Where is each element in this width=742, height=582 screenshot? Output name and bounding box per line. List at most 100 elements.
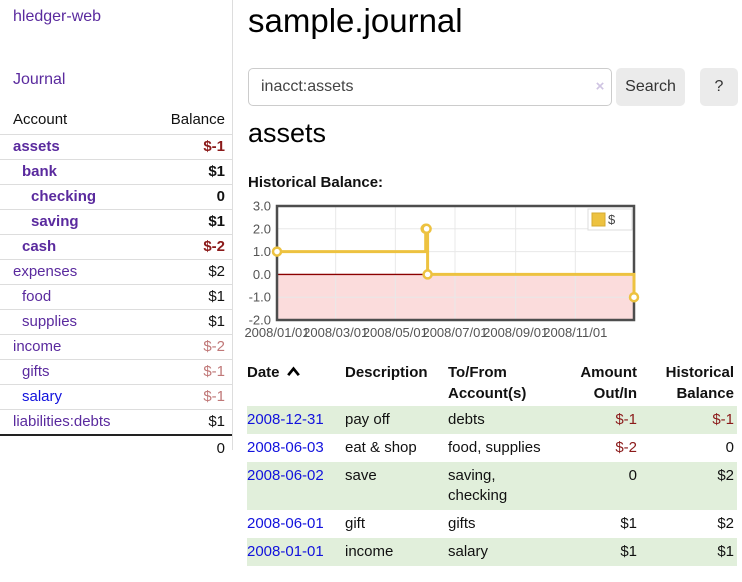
transaction-amount: $-2 <box>615 439 637 456</box>
sidebar-account-food[interactable]: food <box>22 288 52 305</box>
account-balance: $-2 <box>203 338 225 355</box>
chart-heading: Historical Balance: <box>248 174 384 191</box>
transaction-amount: $-1 <box>615 411 637 428</box>
account-balance: 0 <box>216 188 225 205</box>
account-balance: $1 <box>208 413 225 430</box>
svg-text:2008/11/01: 2008/11/01 <box>543 325 607 340</box>
account-balance: $-1 <box>203 363 225 380</box>
sidebar-account-assets[interactable]: assets <box>13 138 60 155</box>
register-row: 2008-06-02 save saving, checking 0 $2 <box>247 462 737 510</box>
transaction-date-link[interactable]: 2008-06-01 <box>247 515 324 532</box>
accounts-header-balance: Balance <box>149 108 232 135</box>
accounts-table-header: Account Balance <box>0 108 232 135</box>
transaction-accounts: food, supplies <box>448 439 541 456</box>
transaction-accounts: debts <box>448 411 485 428</box>
account-row: cash $-2 <box>0 234 232 260</box>
register-row: 2008-12-31 pay off debts $-1 $-1 <box>247 406 737 434</box>
account-row: food $1 <box>0 284 232 310</box>
account-balance: $-1 <box>203 388 225 405</box>
transaction-description: eat & shop <box>345 439 417 456</box>
sidebar-account-checking[interactable]: checking <box>31 188 97 205</box>
sidebar-account-income[interactable]: income <box>13 338 62 355</box>
account-row: expenses $2 <box>0 259 232 285</box>
sidebar-account-expenses[interactable]: expenses <box>13 263 78 280</box>
transaction-accounts: salary <box>448 543 489 560</box>
account-row: salary $-1 <box>0 384 232 410</box>
account-row: gifts $-1 <box>0 359 232 385</box>
account-row: liabilities:debts $1 <box>0 409 232 436</box>
register-row: 2008-06-03 eat & shop food, supplies $-2… <box>247 434 737 462</box>
svg-text:2008/03/01: 2008/03/01 <box>303 325 368 340</box>
transaction-date-link[interactable]: 2008-12-31 <box>247 411 324 428</box>
transaction-balance: $2 <box>717 515 734 532</box>
register-row: 2008-06-01 gift gifts $1 $2 <box>247 510 737 538</box>
account-balance: $1 <box>208 288 225 305</box>
sidebar: hledger-web Journal Account Balance asse… <box>0 0 233 457</box>
account-balance: $1 <box>208 313 225 330</box>
transaction-date-link[interactable]: 2008-06-02 <box>247 467 324 484</box>
account-balance: $2 <box>208 263 225 280</box>
transaction-description: gift <box>345 515 366 532</box>
accounts-header-account: Account <box>0 108 150 135</box>
svg-text:3.0: 3.0 <box>253 199 271 214</box>
register-header-description: Description <box>345 364 428 381</box>
sort-ascending-icon <box>286 366 300 377</box>
sidebar-account-supplies[interactable]: supplies <box>22 313 78 330</box>
svg-text:2008/07/01: 2008/07/01 <box>422 325 487 340</box>
register-header-tofrom: To/From Account(s) <box>448 364 527 402</box>
sidebar-account-bank[interactable]: bank <box>22 163 58 180</box>
account-row: assets $-1 <box>0 134 232 160</box>
search-form: × Search ? <box>248 68 742 106</box>
transaction-date-link[interactable]: 2008-01-01 <box>247 543 324 560</box>
transaction-accounts: gifts <box>448 515 476 532</box>
svg-text:0.0: 0.0 <box>253 267 271 282</box>
account-row: bank $1 <box>0 159 232 185</box>
search-button[interactable]: Search <box>616 68 685 106</box>
account-row: income $-2 <box>0 334 232 360</box>
sidebar-account-gifts[interactable]: gifts <box>22 363 50 380</box>
register-row: 2008-01-01 income salary $1 $1 <box>247 538 737 566</box>
sidebar-account-cash[interactable]: cash <box>22 238 57 255</box>
accounts-total-row: 0 <box>0 435 232 462</box>
transaction-description: pay off <box>345 411 390 428</box>
svg-text:-2.0: -2.0 <box>249 313 271 328</box>
transaction-date-link[interactable]: 2008-06-03 <box>247 439 324 456</box>
sidebar-account-salary[interactable]: salary <box>22 388 63 405</box>
sidebar-account-saving[interactable]: saving <box>31 213 79 230</box>
sidebar-item-journal[interactable]: Journal <box>13 71 66 88</box>
transaction-balance: $-1 <box>712 411 734 428</box>
svg-text:1.0: 1.0 <box>253 244 271 259</box>
register-header-date: Date <box>247 360 345 406</box>
svg-text:$: $ <box>608 212 616 227</box>
svg-text:2008/05/01: 2008/05/01 <box>363 325 428 340</box>
search-input[interactable] <box>248 68 612 106</box>
transaction-balance: $2 <box>717 467 734 484</box>
register-table: Date Description To/From Account(s) Amou… <box>247 360 737 566</box>
account-balance: $1 <box>208 163 225 180</box>
page-title: sample.journal <box>248 2 463 39</box>
accounts-total-value: 0 <box>216 440 225 457</box>
svg-text:2008/09/01: 2008/09/01 <box>483 325 548 340</box>
transaction-balance: $1 <box>717 543 734 560</box>
app-brand-link[interactable]: hledger-web <box>13 8 102 25</box>
register-table-header: Date Description To/From Account(s) Amou… <box>247 360 737 406</box>
account-row: checking 0 <box>0 184 232 210</box>
transaction-amount: $1 <box>620 543 637 560</box>
accounts-balance-table: Account Balance assets $-1 bank $1 check… <box>0 108 232 462</box>
svg-text:2008/01/01: 2008/01/01 <box>244 325 309 340</box>
svg-text:2.0: 2.0 <box>253 221 271 236</box>
clear-search-icon[interactable]: × <box>595 78 605 95</box>
main-content: sample.journal × Search ? assets Histori… <box>244 0 742 582</box>
transaction-description: save <box>345 467 377 484</box>
svg-text:-1.0: -1.0 <box>249 290 271 305</box>
sidebar-account-liabilities-debts[interactable]: liabilities:debts <box>13 413 111 430</box>
account-balance: $-1 <box>203 138 225 155</box>
account-balance: $1 <box>208 213 225 230</box>
transaction-description: income <box>345 543 394 560</box>
historical-balance-chart: 2008/01/01 2008/03/01 2008/05/01 2008/07/01… <box>240 199 700 344</box>
account-heading: assets <box>248 118 327 148</box>
transaction-amount: 0 <box>628 467 637 484</box>
transaction-amount: $1 <box>620 515 637 532</box>
help-button[interactable]: ? <box>700 68 738 106</box>
register-header-historical-balance: Historical Balance <box>665 364 734 402</box>
